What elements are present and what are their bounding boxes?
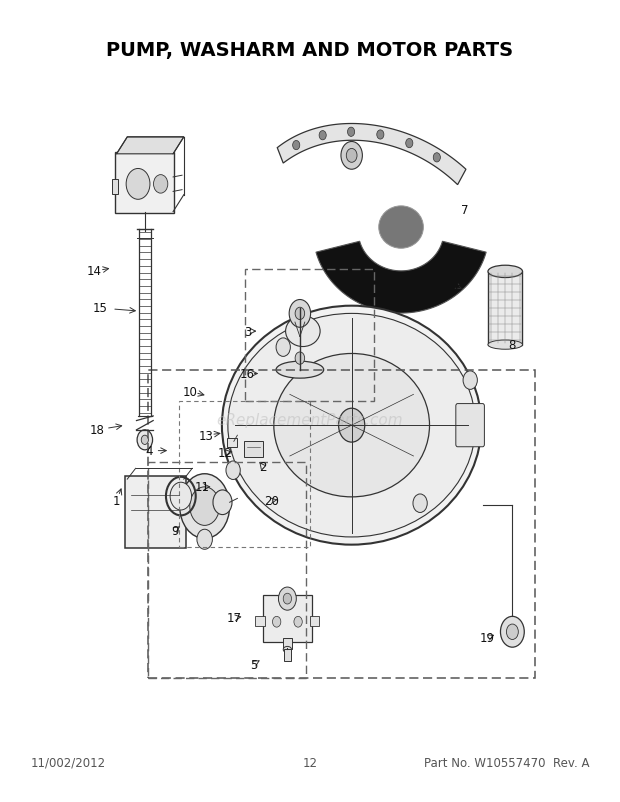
Circle shape [213, 490, 232, 515]
Circle shape [341, 142, 362, 170]
Circle shape [273, 617, 281, 627]
Polygon shape [316, 242, 486, 314]
Text: 14: 14 [87, 265, 102, 278]
Text: 3: 3 [244, 326, 251, 338]
Circle shape [433, 153, 440, 163]
Text: 4: 4 [146, 444, 153, 457]
Circle shape [190, 488, 219, 526]
Text: 17: 17 [226, 612, 241, 625]
Text: 19: 19 [480, 632, 495, 645]
Text: 20: 20 [264, 495, 279, 508]
Ellipse shape [488, 341, 523, 350]
Text: 15: 15 [93, 302, 108, 315]
Ellipse shape [274, 354, 430, 497]
Circle shape [295, 308, 304, 320]
Circle shape [294, 617, 303, 627]
Circle shape [319, 132, 326, 140]
Circle shape [141, 435, 148, 445]
Bar [284, 649, 291, 661]
Bar [227, 438, 237, 448]
Ellipse shape [276, 362, 324, 379]
Text: 9: 9 [171, 524, 179, 537]
Circle shape [293, 141, 300, 151]
Circle shape [180, 474, 229, 539]
Circle shape [339, 409, 365, 443]
Text: 12: 12 [218, 447, 233, 460]
Bar [488, 272, 523, 345]
Circle shape [126, 169, 150, 200]
Bar [255, 617, 265, 626]
Circle shape [500, 617, 525, 647]
Ellipse shape [286, 316, 320, 347]
Text: 8: 8 [508, 339, 516, 352]
Circle shape [226, 461, 241, 480]
Circle shape [289, 300, 311, 328]
FancyBboxPatch shape [244, 442, 263, 457]
Text: 13: 13 [198, 429, 213, 442]
Text: 18: 18 [90, 423, 105, 437]
Text: eReplacementParts.com: eReplacementParts.com [216, 413, 404, 427]
Circle shape [197, 529, 213, 549]
Circle shape [137, 430, 153, 450]
Bar [310, 617, 319, 626]
FancyBboxPatch shape [115, 153, 174, 214]
Circle shape [377, 131, 384, 140]
Circle shape [295, 353, 304, 365]
FancyBboxPatch shape [456, 404, 484, 448]
Ellipse shape [222, 306, 481, 545]
Circle shape [405, 140, 413, 148]
Circle shape [154, 176, 168, 194]
Circle shape [278, 587, 296, 610]
Polygon shape [277, 124, 466, 185]
Bar [283, 638, 292, 649]
Text: Part No. W10557470  Rev. A: Part No. W10557470 Rev. A [424, 756, 590, 769]
Text: PUMP, WASHARM AND MOTOR PARTS: PUMP, WASHARM AND MOTOR PARTS [107, 41, 513, 60]
FancyBboxPatch shape [125, 476, 186, 548]
Text: 6: 6 [454, 281, 461, 294]
Circle shape [348, 128, 355, 137]
Text: 7: 7 [461, 204, 469, 217]
Text: 16: 16 [240, 367, 255, 380]
Ellipse shape [228, 314, 476, 537]
Text: 1: 1 [113, 495, 120, 508]
Text: 10: 10 [182, 385, 197, 399]
Circle shape [283, 593, 291, 604]
Ellipse shape [283, 646, 291, 653]
Ellipse shape [488, 266, 523, 278]
Circle shape [170, 483, 192, 510]
Text: 5: 5 [250, 658, 257, 670]
Ellipse shape [379, 207, 423, 249]
Circle shape [347, 149, 357, 163]
Circle shape [507, 624, 518, 640]
Bar [112, 180, 118, 195]
Polygon shape [117, 138, 184, 155]
Text: 12: 12 [303, 756, 317, 769]
Circle shape [413, 494, 427, 512]
Text: 11: 11 [194, 480, 209, 494]
Circle shape [463, 371, 477, 390]
Text: 11/002/2012: 11/002/2012 [30, 756, 105, 769]
FancyBboxPatch shape [263, 595, 312, 642]
Text: 2: 2 [259, 460, 266, 473]
Circle shape [276, 338, 290, 357]
